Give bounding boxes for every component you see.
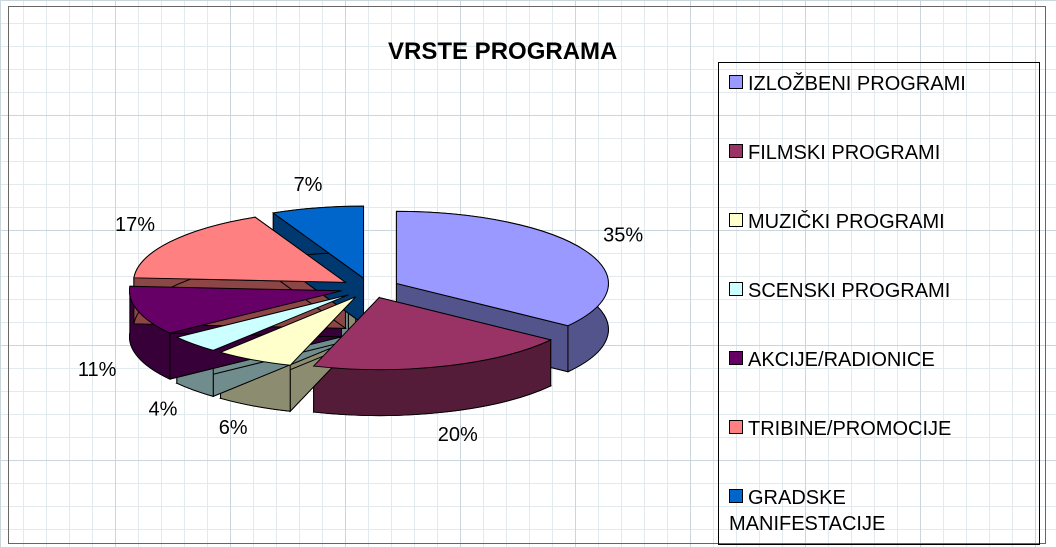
data-label: 17% — [115, 214, 155, 236]
legend-swatch — [729, 213, 743, 227]
legend-swatch — [729, 282, 743, 296]
slice — [175, 294, 349, 351]
slice — [129, 285, 342, 334]
data-label: 4% — [148, 398, 177, 420]
slice — [395, 210, 609, 327]
slice — [271, 205, 365, 280]
legend-item: AKCIJE/RADIONICE — [729, 347, 1029, 373]
legend-swatch — [729, 489, 743, 503]
legend-label: GRADSKE MANIFESTACIJE — [729, 487, 886, 535]
legend-label: AKCIJE/RADIONICE — [748, 349, 935, 371]
pie-tops — [129, 205, 609, 371]
legend-swatch — [729, 75, 743, 89]
slice — [219, 296, 357, 366]
data-label: 20% — [438, 424, 478, 446]
chart-title: VRSTE PROGRAMA — [388, 38, 618, 65]
legend: IZLOŽBENI PROGRAMI FILMSKI PROGRAMI MUZIČK… — [718, 62, 1040, 545]
legend-label: MUZIČKI PROGRAMI — [748, 211, 945, 233]
legend-swatch — [729, 351, 743, 365]
legend-item: FILMSKI PROGRAMI — [729, 140, 1029, 166]
legend-item: IZLOŽBENI PROGRAMI — [729, 71, 1029, 97]
legend-item: GRADSKE MANIFESTACIJE — [729, 485, 929, 537]
legend-label: SCENSKI PROGRAMI — [748, 280, 951, 302]
legend-item: TRIBINE/PROMOCIJE — [729, 416, 1029, 442]
slice — [312, 297, 553, 371]
legend-swatch — [729, 144, 743, 158]
legend-item: SCENSKI PROGRAMI — [729, 278, 1029, 304]
chart-frame — [8, 6, 1046, 544]
legend-label: TRIBINE/PROMOCIJE — [748, 418, 952, 440]
data-label: 11% — [78, 359, 117, 381]
legend-swatch — [729, 420, 743, 434]
legend-item: MUZIČKI PROGRAMI — [729, 209, 1029, 235]
data-label: 35% — [603, 224, 643, 246]
slice — [133, 216, 348, 283]
chart: 35% 20% 6% 4% 11% 17% 7% — [78, 174, 643, 446]
data-label: 6% — [219, 417, 248, 439]
legend-label: IZLOŽBENI PROGRAMI — [748, 73, 966, 95]
data-label: 7% — [294, 174, 323, 196]
legend-label: FILMSKI PROGRAMI — [748, 142, 941, 164]
